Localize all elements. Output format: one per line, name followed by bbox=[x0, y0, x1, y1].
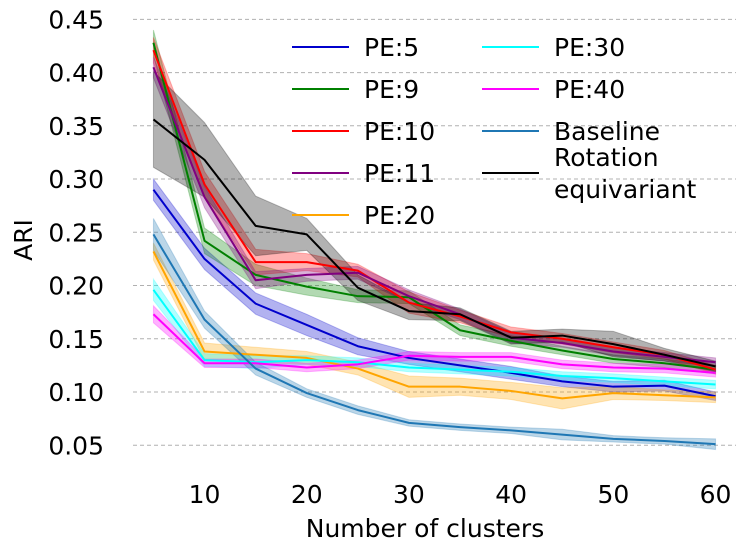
line-pe-40 bbox=[152, 313, 716, 374]
y-tick-label: 0.45 bbox=[48, 5, 104, 34]
x-axis-label: Number of clusters bbox=[306, 514, 544, 543]
x-tick-label: 30 bbox=[393, 480, 425, 509]
line-pe-30 bbox=[152, 289, 716, 386]
legend: PE:5 PE:9 PE:10 PE:11 PE:20 PE:30 PE:40 Baselin… bbox=[292, 33, 697, 230]
series-lines bbox=[152, 42, 716, 446]
legend-label-pe-40: PE:40 bbox=[554, 75, 625, 104]
y-tick-label: 0.20 bbox=[48, 272, 104, 301]
y-tick-label: 0.05 bbox=[48, 431, 104, 460]
y-tick-label: 0.35 bbox=[48, 112, 104, 141]
x-tick-label: 20 bbox=[291, 480, 323, 509]
line-pe-9 bbox=[152, 42, 716, 371]
line-pe-20 bbox=[152, 250, 716, 400]
line-rotation-equivariant bbox=[152, 118, 716, 368]
y-axis-label: ARI bbox=[9, 219, 38, 261]
legend-label-rotation-equivariant: Rotation equivariant bbox=[554, 143, 697, 204]
y-tick-labels: 0.05 0.10 0.15 0.20 0.25 0.30 0.35 0.40 0.45 bbox=[48, 5, 104, 460]
legend-label-pe-10: PE:10 bbox=[364, 117, 435, 146]
band-pe-10 bbox=[152, 37, 717, 375]
line-pe-11 bbox=[152, 66, 716, 364]
x-tick-labels: 10 20 30 40 50 60 bbox=[189, 480, 732, 509]
x-tick-label: 60 bbox=[700, 480, 732, 509]
legend-label-baseline: Baseline bbox=[554, 117, 660, 146]
legend-label-pe-20: PE:20 bbox=[364, 201, 435, 230]
line-pe-10 bbox=[152, 49, 716, 371]
legend-label-pe-9: PE:9 bbox=[364, 75, 419, 104]
x-tick-label: 50 bbox=[597, 480, 629, 509]
y-tick-label: 0.10 bbox=[48, 378, 104, 407]
x-tick-label: 10 bbox=[189, 480, 221, 509]
y-tick-label: 0.40 bbox=[48, 59, 104, 88]
y-tick-label: 0.25 bbox=[48, 218, 104, 247]
y-tick-label: 0.30 bbox=[48, 165, 104, 194]
legend-label-pe-5: PE:5 bbox=[364, 33, 419, 62]
band-pe-40 bbox=[152, 304, 717, 378]
band-baseline bbox=[152, 218, 717, 451]
band-pe-9 bbox=[152, 29, 717, 375]
line-pe-5 bbox=[152, 189, 716, 398]
line-baseline bbox=[152, 233, 716, 446]
legend-label-pe-11: PE:11 bbox=[364, 159, 435, 188]
y-tick-label: 0.15 bbox=[48, 325, 104, 354]
legend-label-pe-30: PE:30 bbox=[554, 33, 625, 62]
x-tick-label: 40 bbox=[495, 480, 527, 509]
